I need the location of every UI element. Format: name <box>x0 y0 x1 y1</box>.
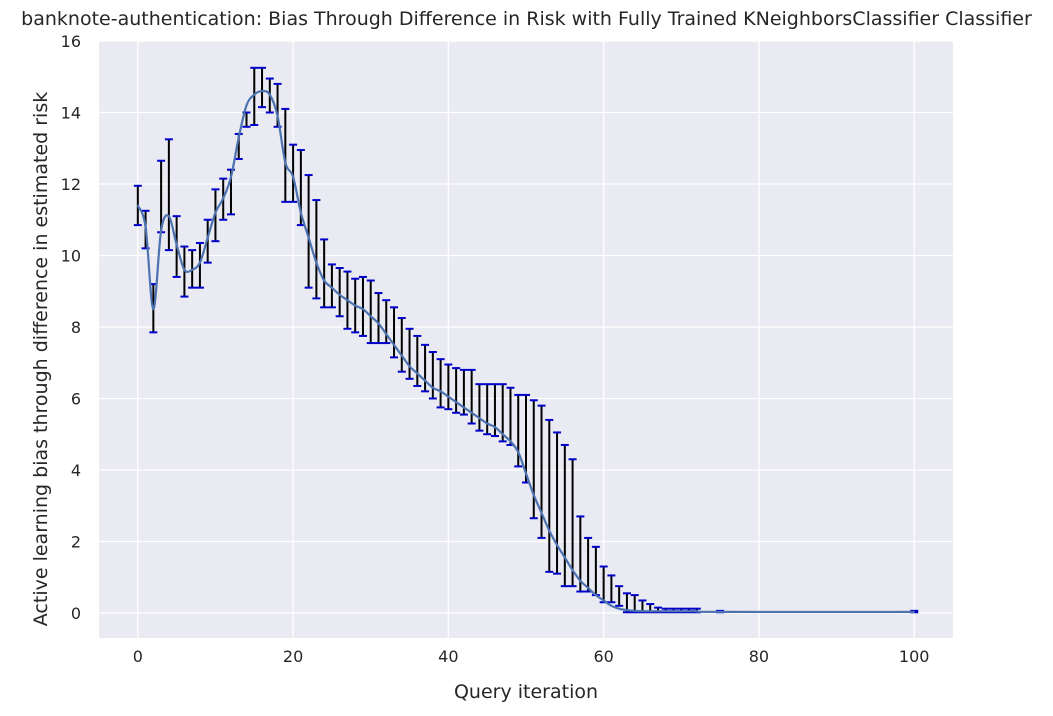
y-tick-label: 12 <box>61 175 81 194</box>
data-point <box>199 261 201 264</box>
data-point <box>144 226 147 228</box>
data-point <box>369 315 372 318</box>
data-point <box>393 344 395 346</box>
data-point <box>633 610 636 612</box>
data-point <box>237 136 240 139</box>
chart-title: banknote-authentication: Bias Through Di… <box>21 8 1032 30</box>
data-point <box>315 261 318 264</box>
data-point <box>191 268 193 271</box>
data-point <box>556 544 558 546</box>
data-point <box>641 610 644 612</box>
data-point <box>261 90 263 92</box>
data-point <box>377 322 380 325</box>
data-point <box>300 211 302 214</box>
x-tick-label: 40 <box>438 647 458 666</box>
y-tick-label: 4 <box>71 461 81 480</box>
data-point <box>470 411 473 414</box>
data-point <box>595 594 597 596</box>
x-tick-label: 100 <box>899 647 930 666</box>
data-point <box>913 611 915 613</box>
data-point <box>455 401 457 403</box>
data-point <box>245 104 248 107</box>
data-point <box>307 236 310 239</box>
data-point <box>323 279 325 282</box>
y-tick-label: 16 <box>61 32 81 51</box>
data-point <box>385 333 388 335</box>
data-point <box>292 176 294 178</box>
data-point <box>362 308 364 310</box>
data-point <box>618 607 620 610</box>
data-point <box>447 395 450 398</box>
data-point <box>269 93 271 96</box>
plot-area <box>99 41 953 638</box>
data-point <box>517 451 520 453</box>
data-point <box>424 379 426 382</box>
data-point <box>338 294 341 296</box>
x-tick-label: 0 <box>133 647 143 666</box>
data-point <box>657 610 659 612</box>
data-point <box>175 243 178 246</box>
data-point <box>214 211 217 214</box>
data-point <box>152 308 155 310</box>
data-point <box>206 236 209 239</box>
data-point <box>494 426 496 428</box>
data-point <box>137 204 139 207</box>
data-point <box>680 610 683 612</box>
data-point <box>626 609 628 611</box>
data-point <box>540 512 543 514</box>
tick-layer: 0 20 40 60 80 100 0 2 4 6 8 10 12 14 16 <box>61 32 930 666</box>
data-point <box>416 372 419 375</box>
x-tick-label: 60 <box>593 647 613 666</box>
data-point <box>486 422 488 425</box>
data-point <box>548 529 551 532</box>
data-point <box>160 229 162 232</box>
data-point <box>602 599 605 602</box>
data-point <box>571 569 574 571</box>
data-point <box>432 386 434 389</box>
data-point <box>501 433 504 436</box>
data-point <box>400 354 403 357</box>
data-point <box>439 390 442 393</box>
x-axis-label: Query iteration <box>453 681 599 703</box>
y-tick-label: 6 <box>71 389 81 408</box>
data-point <box>354 304 357 307</box>
data-point <box>610 605 613 607</box>
line-layer <box>136 89 915 614</box>
data-point <box>579 580 582 582</box>
data-point <box>672 610 675 612</box>
data-point <box>168 215 170 217</box>
data-point <box>346 299 349 301</box>
y-tick-label: 10 <box>61 246 81 265</box>
data-point <box>664 610 667 612</box>
y-tick-label: 2 <box>71 532 81 551</box>
data-point <box>463 406 465 409</box>
data-point <box>253 93 256 96</box>
data-point <box>284 161 287 164</box>
data-point <box>696 610 698 612</box>
data-point <box>230 176 232 178</box>
data-point <box>564 556 566 559</box>
y-tick-label: 0 <box>71 604 81 623</box>
data-point <box>408 365 411 368</box>
data-point <box>509 440 512 443</box>
data-point <box>525 472 527 475</box>
data-point <box>532 494 535 496</box>
data-point <box>478 417 481 419</box>
y-tick-label: 14 <box>61 103 81 122</box>
data-point <box>649 610 652 612</box>
data-point <box>688 610 690 612</box>
x-tick-label: 80 <box>749 647 769 666</box>
data-point <box>719 611 721 613</box>
data-point <box>222 197 225 200</box>
data-point <box>276 115 279 117</box>
data-point <box>183 268 186 271</box>
y-tick-label: 8 <box>71 318 81 337</box>
x-tick-label: 20 <box>283 647 303 666</box>
data-point <box>331 286 333 289</box>
data-point <box>587 587 589 589</box>
